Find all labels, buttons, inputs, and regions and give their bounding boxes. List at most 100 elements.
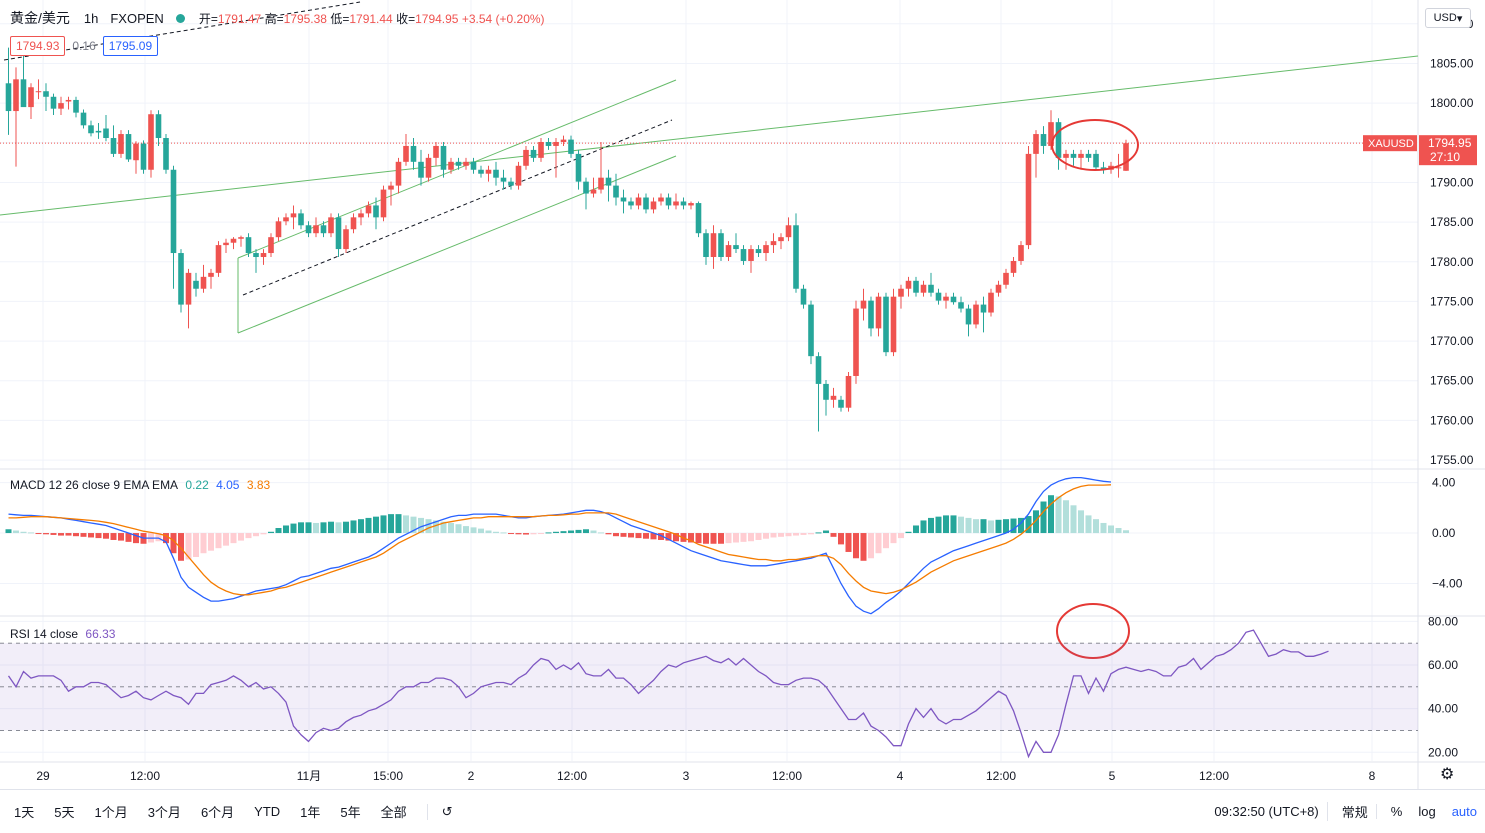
range-1d-button[interactable]: 1天	[14, 805, 35, 820]
candle-body	[470, 161, 477, 170]
percent-toggle[interactable]: %	[1375, 804, 1411, 819]
macd-hist-bar	[163, 533, 169, 544]
candle-body	[935, 292, 942, 301]
rsi-axis-tick: 20.00	[1428, 745, 1458, 759]
macd-hist-bar	[470, 527, 477, 534]
candle-body	[448, 161, 454, 170]
candle-body	[260, 253, 267, 258]
macd-hist-bar	[155, 533, 162, 542]
close-label: 收=	[396, 11, 416, 26]
macd-hist-bar	[688, 533, 694, 543]
price-axis-tick: 1805.00	[1430, 56, 1474, 70]
macd-hist-bar	[455, 524, 462, 534]
symbol-price-tag	[1363, 135, 1417, 152]
macd-hist-bar	[665, 533, 672, 541]
macd-hist-bar	[943, 515, 949, 534]
rsi-band	[0, 643, 1418, 731]
macd-hist-bar	[695, 533, 702, 544]
candle-body	[163, 138, 169, 170]
macd-hist-bar	[808, 533, 814, 535]
signal-line	[8, 484, 1112, 596]
candle-body	[1055, 122, 1062, 158]
candle-body	[508, 181, 514, 186]
rsi-legend[interactable]: RSI 14 close 66.33	[10, 627, 119, 641]
macd-hist-bar	[178, 533, 184, 561]
range-all-button[interactable]: 全部	[380, 805, 407, 820]
macd-legend[interactable]: MACD 12 26 close 9 EMA EMA 0.22 4.05 3.8…	[10, 478, 274, 492]
macd-hist-bar	[823, 530, 829, 534]
candle-body	[853, 308, 859, 376]
macd-hist-bar	[995, 519, 1002, 534]
macd-hist-bar	[815, 532, 822, 534]
symbol-name[interactable]: 黄金/美元	[10, 10, 70, 26]
candle-body	[395, 161, 402, 186]
range-5y-button[interactable]: 5年	[340, 805, 361, 820]
macd-hist-bar	[208, 533, 214, 551]
candle-body	[20, 79, 27, 108]
auto-scale-toggle[interactable]: auto	[1451, 804, 1477, 819]
candle-body	[538, 141, 544, 158]
macd-title: MACD 12 26 close 9 EMA EMA	[10, 478, 179, 492]
macd-hist-bar	[118, 533, 124, 541]
goto-date-icon[interactable]: ↺	[426, 803, 459, 820]
gear-icon[interactable]: ⚙	[1440, 766, 1455, 783]
candle-body	[223, 242, 229, 246]
macd-hist-bar	[793, 533, 799, 536]
high-label: 高=	[264, 11, 284, 26]
range-ytd-button[interactable]: YTD	[254, 804, 281, 819]
candle-body	[523, 149, 529, 166]
macd-hist-bar	[935, 516, 942, 534]
session-button[interactable]: 常规	[1326, 802, 1376, 821]
macd-hist-bar	[883, 533, 889, 549]
candle-body	[815, 356, 822, 384]
interval-label[interactable]: 1h	[83, 10, 99, 26]
candle-body	[1063, 153, 1069, 158]
low-value: 1791.44	[349, 11, 393, 26]
candle-body	[1040, 134, 1047, 146]
candle-body	[440, 145, 447, 170]
low-label: 低=	[330, 11, 350, 26]
macd-hist-bar	[628, 533, 634, 538]
macd-hist-bar	[448, 522, 454, 534]
macd-hist-bar	[845, 533, 852, 552]
macd-hist-bar	[110, 533, 117, 540]
candle-body	[208, 272, 214, 277]
time-axis-tick: 12:00	[1199, 769, 1229, 783]
time-axis-tick: 8	[1369, 769, 1376, 783]
candle-body	[140, 143, 147, 170]
price-axis-tick: 1800.00	[1430, 96, 1474, 110]
macd-hist-bar	[125, 533, 132, 542]
macd-hist-bar	[358, 519, 364, 534]
time-axis-tick: 5	[1109, 769, 1116, 783]
range-1y-button[interactable]: 1年	[300, 805, 321, 820]
candle-body	[358, 213, 364, 218]
close-value: 1794.95	[415, 11, 459, 26]
currency-select[interactable]: USD ▾	[1425, 8, 1471, 28]
candle-body	[403, 145, 409, 162]
candle-body	[238, 237, 244, 239]
ohlc-readout: 开=1791.47 高=1795.38 低=1791.44 收=1794.95 …	[199, 10, 545, 27]
macd-hist-bar	[538, 533, 544, 535]
range-3m-button[interactable]: 3个月	[147, 805, 181, 820]
candle-body	[755, 249, 762, 254]
candle-body	[365, 205, 372, 214]
candle-body	[193, 280, 199, 289]
macd-hist-bar	[268, 531, 274, 534]
range-6m-button[interactable]: 6个月	[200, 805, 235, 820]
buy-button[interactable]: 1795.09	[102, 36, 159, 56]
rsi-axis-tick: 80.00	[1428, 614, 1458, 628]
candle-body	[635, 197, 642, 206]
macd-hist-bar	[410, 516, 417, 534]
log-toggle[interactable]: log	[1418, 804, 1436, 819]
range-1m-button[interactable]: 1个月	[94, 805, 128, 820]
candle-body	[485, 169, 492, 174]
macd-hist-bar	[605, 533, 612, 535]
sell-button[interactable]: 1794.93	[10, 36, 66, 56]
range-5d-button[interactable]: 5天	[54, 805, 75, 820]
candle-body	[125, 134, 132, 160]
macd-hist-bar	[965, 517, 972, 534]
candle-body	[1085, 153, 1092, 158]
clock-time[interactable]: 09:32:50 (UTC+8)	[1214, 804, 1319, 819]
candle-body	[433, 145, 439, 158]
chart-canvas[interactable]: 1755.00 1760.00 1765.00 1770.00 1775.00 1780.…	[0, 0, 1485, 790]
